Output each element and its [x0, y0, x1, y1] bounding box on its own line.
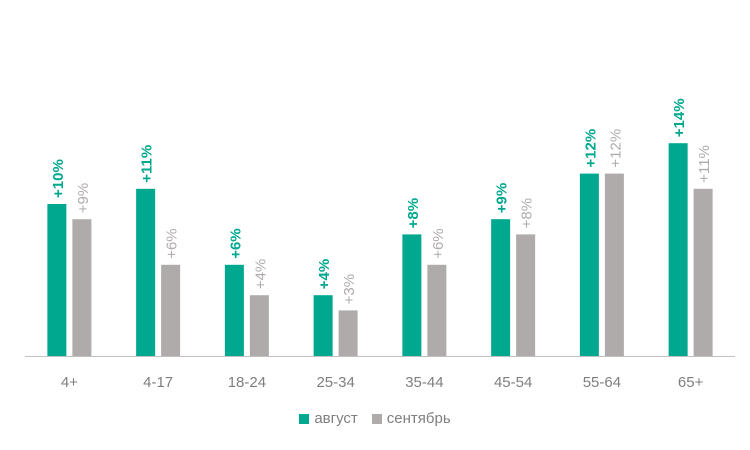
bar-august-35-44 [402, 234, 422, 356]
bar-august-45-54 [491, 219, 511, 356]
bar-september-25-34 [338, 310, 358, 356]
data-label-august-18-24: +6% [227, 228, 244, 258]
data-label-august-45-54: +9% [494, 183, 511, 213]
bar-september-18-24 [249, 295, 269, 356]
data-label-september-45-54: +8% [519, 198, 536, 228]
legend-swatch-september [371, 413, 382, 424]
legend-item-september: сентябрь [371, 410, 451, 427]
bar-chart-svg: +10% +9% 4+ +11% +6% 4-17 +6% +4% 18-24 +4% +3% 25-… [25, 98, 735, 391]
data-label-august-35-44: +8% [405, 198, 422, 228]
data-label-august-55-64: +12% [582, 129, 599, 168]
data-label-september-35-44: +6% [430, 228, 447, 258]
x-tick-label-45-54: 45-54 [494, 374, 532, 391]
data-label-september-55-64: +12% [607, 129, 624, 168]
legend-label-august: август [314, 410, 358, 427]
legend-swatch-august [299, 413, 310, 424]
bar-september-4+ [72, 219, 92, 356]
legend: август сентябрь [0, 410, 750, 427]
legend-label-september: сентябрь [386, 410, 451, 427]
bar-august-25-34 [313, 295, 333, 356]
x-tick-label-4-17: 4-17 [143, 374, 173, 391]
bar-september-35-44 [427, 264, 447, 356]
data-label-august-4-17: +11% [139, 145, 156, 183]
bar-september-4-17 [161, 264, 181, 356]
data-label-august-25-34: +4% [316, 259, 333, 289]
data-label-september-4-17: +6% [164, 228, 181, 258]
bar-august-4-17 [136, 188, 156, 356]
data-label-august-65+: +14% [671, 98, 688, 137]
bar-september-65+ [693, 188, 713, 356]
bar-september-45-54 [516, 234, 536, 356]
x-tick-label-18-24: 18-24 [228, 374, 266, 391]
legend-item-august: август [299, 410, 358, 427]
x-tick-label-55-64: 55-64 [583, 374, 621, 391]
bar-august-55-64 [579, 173, 599, 356]
bar-september-55-64 [604, 173, 624, 356]
x-tick-label-35-44: 35-44 [405, 374, 443, 391]
bar-august-65+ [668, 143, 688, 356]
x-tick-label-25-34: 25-34 [316, 374, 354, 391]
data-label-september-18-24: +4% [252, 259, 269, 289]
x-tick-label-4+: 4+ [61, 374, 78, 391]
x-tick-label-65+: 65+ [678, 374, 704, 391]
data-label-september-4+: +9% [75, 183, 92, 213]
data-label-september-65+: +11% [696, 145, 713, 183]
data-label-august-4+: +10% [50, 159, 67, 198]
data-label-september-25-34: +3% [341, 274, 358, 304]
bar-august-4+ [47, 204, 67, 356]
bar-august-18-24 [224, 264, 244, 356]
